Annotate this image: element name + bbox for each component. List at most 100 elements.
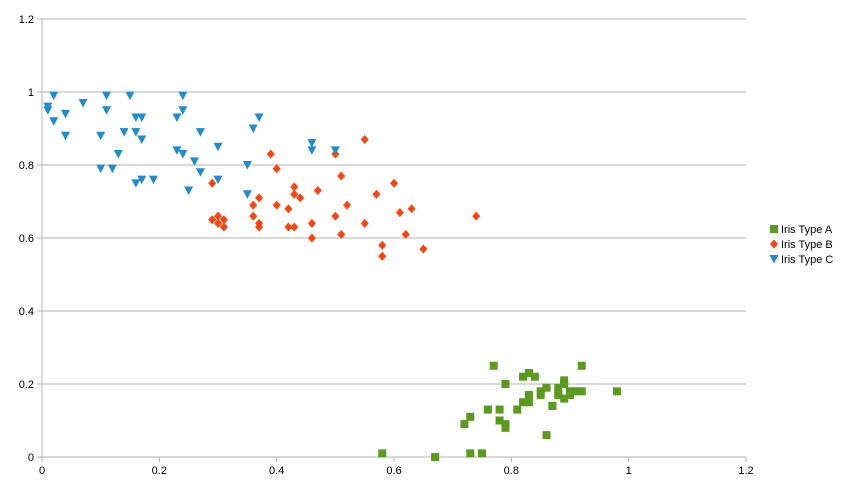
y-tick-label: 0.4	[19, 306, 34, 318]
y-tick-label: 0.8	[19, 160, 34, 172]
data-point	[466, 449, 475, 458]
data-point	[242, 161, 252, 170]
data-point	[131, 179, 141, 188]
data-point	[208, 215, 217, 225]
data-point	[208, 178, 217, 188]
data-point	[178, 91, 188, 101]
y-tick-label: 0.6	[19, 233, 34, 245]
data-point	[131, 128, 141, 137]
legend-label: Iris Type B	[781, 239, 833, 251]
data-point	[495, 405, 504, 414]
data-point	[343, 200, 352, 210]
data-point	[554, 383, 563, 392]
data-point	[148, 175, 158, 185]
data-point	[242, 190, 252, 199]
data-point	[378, 251, 387, 261]
legend-label: Iris Type C	[781, 254, 833, 266]
data-point	[548, 401, 557, 410]
data-point	[395, 207, 404, 217]
data-point	[331, 211, 340, 221]
data-point	[560, 380, 569, 388]
data-point	[214, 211, 222, 221]
data-point	[460, 420, 469, 429]
data-point	[102, 106, 112, 115]
data-point	[560, 394, 569, 403]
data-point	[254, 113, 264, 123]
x-tick-label: 0	[39, 465, 45, 477]
data-point	[542, 383, 551, 392]
data-point	[178, 106, 188, 115]
data-point	[119, 128, 129, 137]
data-point	[577, 387, 586, 396]
data-point	[113, 150, 123, 159]
data-point	[378, 449, 387, 458]
y-tick-label: 1	[28, 87, 34, 99]
legend: Iris Type A Iris Type B Iris Type C	[769, 224, 833, 266]
data-point	[213, 175, 223, 185]
data-point	[249, 200, 258, 210]
legend-marker	[770, 225, 778, 233]
data-point	[337, 171, 346, 181]
gridlines	[42, 18, 746, 385]
data-point	[272, 164, 281, 174]
data-point	[102, 91, 112, 101]
legend-item-iris-type-a: Iris Type A	[770, 224, 833, 236]
data-point	[214, 218, 222, 228]
legend-item-iris-type-b: Iris Type B	[770, 239, 833, 251]
data-point	[612, 387, 621, 396]
data-point	[184, 186, 194, 196]
data-point	[330, 146, 340, 155]
series-iris-type-a	[378, 361, 621, 461]
data-point	[219, 215, 228, 225]
y-axis-ticks: 0 0.2 0.4 0.6 0.8 1 1.2	[19, 14, 42, 464]
data-point	[296, 193, 305, 203]
x-tick-label: 1	[626, 465, 632, 477]
legend-marker	[770, 239, 778, 249]
legend-item-iris-type-c: Iris Type C	[769, 254, 833, 266]
data-point	[519, 398, 528, 407]
legend-label: Iris Type A	[781, 224, 833, 236]
data-point	[125, 91, 135, 101]
data-point	[501, 423, 510, 432]
data-point	[360, 134, 369, 144]
data-point	[137, 135, 147, 144]
data-point	[290, 189, 299, 199]
data-point	[284, 222, 293, 232]
data-point	[536, 387, 545, 396]
data-point	[195, 128, 205, 137]
data-point	[96, 164, 106, 174]
x-tick-label: 0.8	[504, 465, 519, 477]
data-point	[495, 416, 504, 425]
data-point	[378, 240, 387, 250]
x-axis-ticks: 0 0.2 0.4 0.6 0.8 1 1.2	[39, 457, 754, 477]
data-point	[266, 149, 275, 159]
data-point	[107, 164, 117, 174]
y-tick-label: 1.2	[19, 14, 34, 26]
data-point	[407, 204, 416, 214]
data-point	[337, 229, 346, 239]
data-point	[60, 131, 70, 141]
data-point	[255, 222, 264, 232]
data-point	[49, 117, 59, 126]
legend-marker	[769, 255, 779, 264]
data-point	[554, 390, 563, 399]
data-point	[249, 211, 258, 221]
data-point	[419, 244, 428, 254]
data-point	[284, 204, 293, 214]
data-point	[178, 150, 188, 159]
data-point	[501, 380, 510, 388]
data-point	[542, 431, 551, 440]
data-point	[137, 113, 147, 123]
data-point	[43, 106, 53, 115]
data-point	[49, 91, 59, 101]
data-point	[483, 405, 492, 414]
data-point	[248, 124, 258, 133]
data-point	[524, 390, 533, 399]
data-point	[137, 175, 147, 185]
data-point	[78, 98, 88, 108]
data-points	[43, 91, 621, 461]
data-point	[401, 229, 410, 239]
x-tick-label: 0.4	[269, 465, 284, 477]
data-point	[307, 233, 316, 243]
